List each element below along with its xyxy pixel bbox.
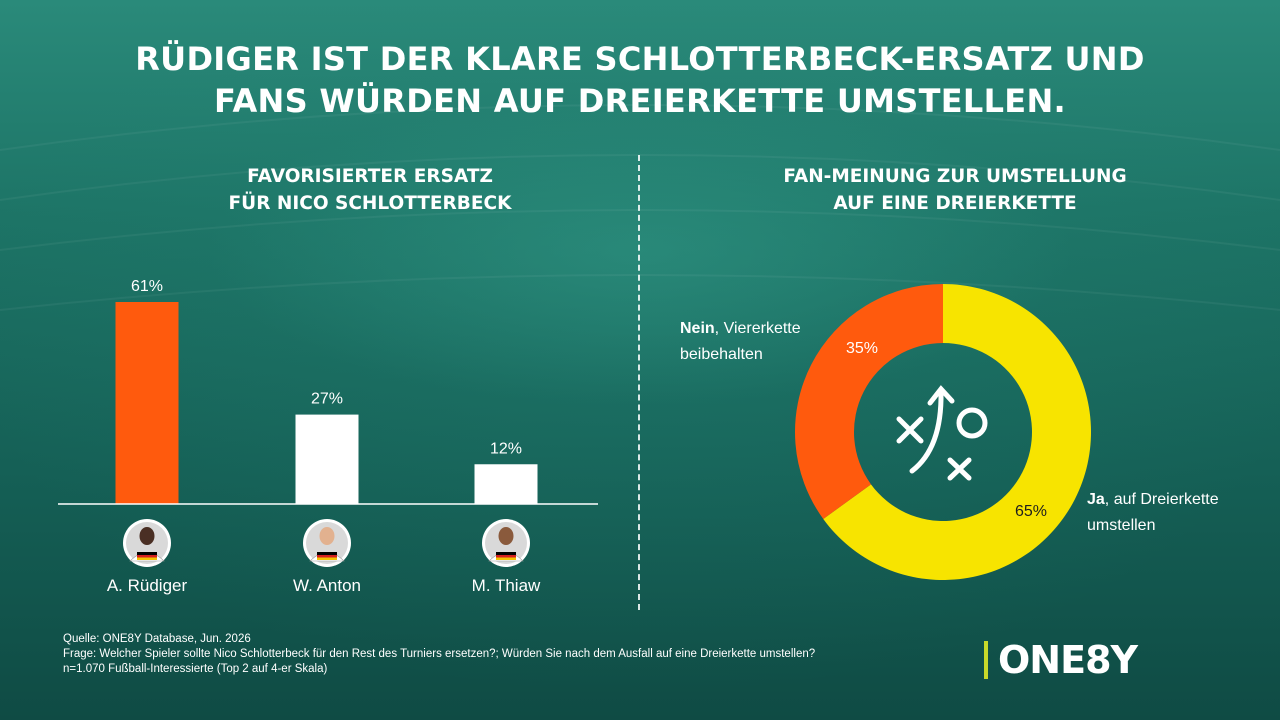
- footnote-sample: n=1.070 Fußball-Interessierte (Top 2 auf…: [63, 663, 328, 675]
- page-title-line1: RÜDIGER IST DER KLARE SCHLOTTERBECK-ERSA…: [135, 40, 1145, 78]
- bar-category-label: A. Rüdiger: [107, 576, 188, 595]
- panel-divider: [638, 155, 640, 610]
- donut-value-label-ja: 65%: [1015, 503, 1047, 520]
- bar-2: [295, 414, 359, 504]
- bar-value-label: 27%: [311, 391, 343, 408]
- player-avatar-icon: [123, 519, 171, 567]
- player-avatar-icon: [482, 519, 530, 567]
- donut-slice-ja: [823, 284, 1091, 580]
- donut-value-label-nein: 35%: [846, 340, 878, 357]
- bar-category-label: W. Anton: [293, 576, 361, 595]
- logo-accent-bar: [984, 641, 988, 679]
- bar-value-label: 61%: [131, 278, 163, 295]
- bar-1: [115, 302, 179, 504]
- left-panel-title: FAVORISIERTER ERSATZ FÜR NICO SCHLOTTERB…: [130, 163, 610, 217]
- player-avatar-icon: [303, 519, 351, 567]
- no-legend-label: Nein, Viererkette beibehalten: [680, 316, 801, 368]
- left-panel-title-line2: FÜR NICO SCHLOTTERBECK: [228, 193, 512, 214]
- logo-text: ONE8Y: [998, 638, 1138, 682]
- right-panel-title: FAN-MEINUNG ZUR UMSTELLUNG AUF EINE DREI…: [700, 163, 1210, 217]
- footnote-source: Quelle: ONE8Y Database, Jun. 2026: [63, 633, 251, 645]
- page-title: RÜDIGER IST DER KLARE SCHLOTTERBECK-ERSA…: [0, 38, 1280, 122]
- bar-value-label: 12%: [490, 440, 522, 457]
- bar-3: [474, 464, 538, 504]
- donut-chart: 65% 35%: [795, 284, 1091, 580]
- no-label-bold: Nein: [680, 320, 715, 337]
- right-panel-title-line1: FAN-MEINUNG ZUR UMSTELLUNG: [783, 166, 1127, 187]
- brand-logo: ONE8Y: [984, 638, 1138, 682]
- bar-category-label: M. Thiaw: [472, 576, 541, 595]
- page-title-line2: FANS WÜRDEN AUF DREIERKETTE UMSTELLEN.: [213, 82, 1066, 120]
- donut-slice-nein: [795, 284, 943, 519]
- left-panel-title-line1: FAVORISIERTER ERSATZ: [247, 166, 493, 187]
- yes-label-bold: Ja: [1087, 491, 1105, 508]
- no-label-rest: , Viererkette: [714, 320, 801, 337]
- footnote-question: Frage: Welcher Spieler sollte Nico Schlo…: [63, 648, 816, 660]
- tactics-board-icon: [896, 385, 988, 481]
- source-footnote: Quelle: ONE8Y Database, Jun. 2026 Frage:…: [63, 632, 815, 677]
- yes-legend-label: Ja, auf Dreierkette umstellen: [1087, 487, 1219, 539]
- yes-label-line2: umstellen: [1087, 517, 1156, 534]
- no-label-line2: beibehalten: [680, 346, 763, 363]
- yes-label-rest: , auf Dreierkette: [1104, 491, 1219, 508]
- bar-chart: 61% A. Rüdiger 27% W. Anton 12% M. Thiaw: [58, 278, 598, 595]
- right-panel-title-line2: AUF EINE DREIERKETTE: [833, 193, 1077, 214]
